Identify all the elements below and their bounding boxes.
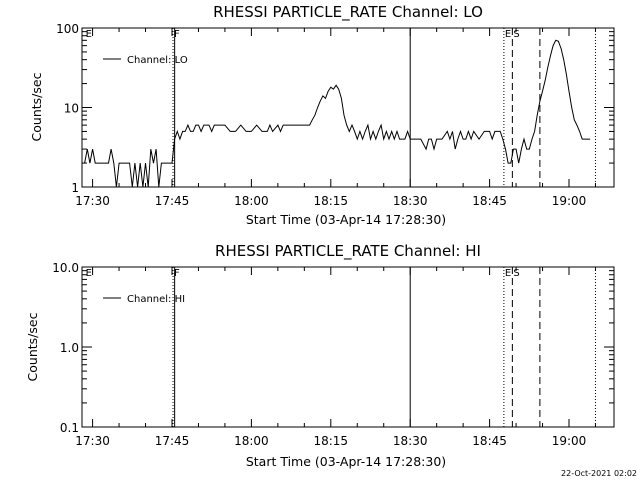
x-tick-label: 18:15	[313, 194, 348, 208]
y-tick-label: 1.0	[60, 341, 79, 355]
marker-label: S	[513, 29, 519, 40]
y-ticks: 1 10 100	[56, 22, 614, 195]
legend: Channel: HI	[103, 294, 185, 305]
series-line	[84, 39, 591, 188]
x-tick-label: 17:30	[75, 434, 110, 448]
y-tick-label: 100	[56, 22, 79, 36]
marker-label: F	[174, 268, 180, 279]
legend-label: Channel: HI	[127, 294, 185, 305]
y-axis-label: Counts/sec	[29, 72, 44, 141]
marker-label: E	[86, 268, 92, 279]
x-tick-label: 18:45	[472, 194, 507, 208]
x-tick-label: 18:30	[393, 194, 428, 208]
x-tick-label: 18:00	[234, 194, 269, 208]
y-tick-label: 10	[64, 102, 79, 116]
marker-label: S	[513, 268, 519, 279]
panel-hi: RHESSI PARTICLE_RATE Channel: HI Counts/…	[25, 242, 615, 469]
legend-label: Channel: LO	[127, 55, 188, 66]
x-tick-label: 17:45	[155, 194, 190, 208]
series-group	[84, 39, 591, 188]
x-tick-label: 18:15	[313, 434, 348, 448]
panel-title: RHESSI PARTICLE_RATE Channel: HI	[215, 242, 481, 261]
y-ticks: 0.1 1.0 10.0	[52, 261, 614, 435]
panel-lo: RHESSI PARTICLE_RATE Channel: LO Counts/…	[29, 3, 615, 227]
footer-timestamp: 22-Oct-2021 02:02	[561, 469, 637, 478]
x-tick-label: 17:45	[155, 434, 190, 448]
x-tick-label: 19:00	[552, 194, 587, 208]
legend: Channel: LO	[103, 55, 188, 66]
x-ticks: 17:30 17:45 18:00 18:15 18:30 18:45 19:00	[75, 28, 596, 208]
y-tick-label: 10.0	[52, 261, 79, 275]
marker-label: E	[86, 29, 92, 40]
x-axis-label: Start Time (03-Apr-14 17:28:30)	[246, 454, 446, 469]
plot-frame	[81, 266, 615, 428]
y-tick-label: 0.1	[60, 421, 79, 435]
x-axis-label: Start Time (03-Apr-14 17:28:30)	[246, 212, 446, 227]
panel-title: RHESSI PARTICLE_RATE Channel: LO	[213, 3, 483, 22]
x-tick-label: 19:00	[552, 434, 587, 448]
marker-label: E	[505, 268, 511, 279]
x-tick-label: 18:00	[234, 434, 269, 448]
marker-label: F	[174, 29, 180, 40]
y-tick-label: 1	[71, 181, 79, 195]
marker-label: E	[505, 29, 511, 40]
x-tick-label: 17:30	[75, 194, 110, 208]
x-tick-label: 18:30	[393, 434, 428, 448]
y-axis-label: Counts/sec	[25, 312, 40, 381]
x-tick-label: 18:45	[472, 434, 507, 448]
